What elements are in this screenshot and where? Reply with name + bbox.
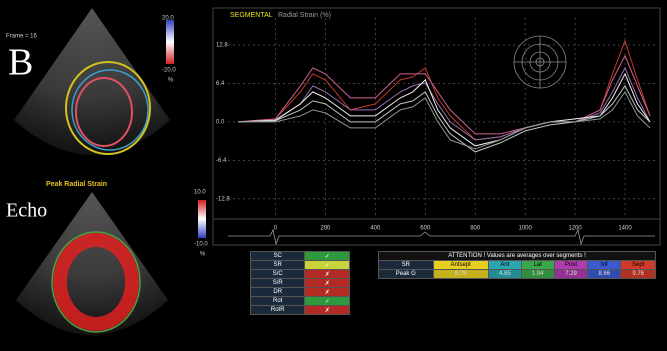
segment-value: 9.76 [621, 270, 656, 279]
parameter-row: Rot✓ [251, 297, 350, 306]
x-tick-label: 1400 [618, 226, 632, 232]
parameter-row: SR✓ [251, 261, 350, 270]
parameter-row: S/R✗ [251, 279, 350, 288]
note: ATTENTION ! Values are averages over seg… [379, 252, 656, 261]
y-tick-label: -12.8 [216, 196, 230, 202]
y-tick-label: -6.4 [216, 158, 227, 164]
parameter-label: RotR [251, 306, 305, 315]
parameter-label: SC [251, 252, 305, 261]
parameter-status: ✗ [305, 288, 350, 297]
parameter-row: S/C✗ [251, 270, 350, 279]
parameter-status: ✗ [305, 306, 350, 315]
scale-unit: % [200, 252, 206, 258]
color-bar [166, 20, 174, 64]
segment-name: Ant [488, 261, 521, 270]
scale-min: -10.0 [194, 242, 208, 248]
parameter-row: DR✗ [251, 288, 350, 297]
scale-min: -20.0 [162, 68, 176, 74]
panel-letter: B [8, 42, 33, 84]
bullseye-icon [514, 36, 566, 88]
x-tick-label: 800 [470, 226, 481, 232]
y-tick-label: 6.4 [216, 81, 225, 87]
note-row: ATTENTION ! Values are averages over seg… [379, 252, 656, 261]
frame-label: Frame = 16 [6, 34, 38, 40]
y-tick-label: 12.8 [216, 43, 228, 49]
parameter-table: SC✓SR✓S/C✗S/R✗DR✗Rot✓RotR✗ [250, 251, 350, 315]
segment-value: 8.66 [588, 270, 621, 279]
parameter-status: ✗ [305, 279, 350, 288]
scale-max: 10.0 [194, 190, 206, 196]
segment-name: Post [554, 261, 588, 270]
x-tick-label: 600 [420, 226, 431, 232]
chart-frame [213, 8, 660, 245]
panel-title: Peak Radial Strain [46, 181, 107, 188]
parameter-label: S/R [251, 279, 305, 288]
parameter-label: Rot [251, 297, 305, 306]
row-label: Peak G [379, 270, 434, 279]
x-tick-label: 1200 [568, 226, 582, 232]
scale-max: 20.0 [162, 16, 174, 22]
x-tick-label: 1000 [518, 226, 532, 232]
parameter-label: S/C [251, 270, 305, 279]
panel-letter: Echo [6, 200, 47, 222]
segment-name: Inf [588, 261, 621, 270]
x-tick-label: 200 [320, 226, 331, 232]
segment-value: 1.94 [521, 270, 554, 279]
parameter-label: SR [251, 261, 305, 270]
segment-value: 7.29 [554, 270, 588, 279]
row-label: SR [379, 261, 434, 270]
parameter-status: ✗ [305, 270, 350, 279]
segment-value: 4.85 [488, 270, 521, 279]
chart-title: SEGMENTAL [230, 12, 273, 19]
x-tick-label: 400 [370, 226, 381, 232]
parameter-row: RotR✗ [251, 306, 350, 315]
segment-value: 8.79 [433, 270, 488, 279]
parameter-label: DR [251, 288, 305, 297]
segment-name: Lat [521, 261, 554, 270]
segment-name: Antsept [433, 261, 488, 270]
parameter-row: SC✓ [251, 252, 350, 261]
y-tick-label: 0.0 [216, 119, 225, 125]
parameter-status: ✓ [305, 252, 350, 261]
chart-subtitle: Radial Strain (%) [278, 12, 331, 19]
average-table: ATTENTION ! Values are averages over seg… [378, 251, 656, 279]
parameter-status: ✓ [305, 297, 350, 306]
page: Frame = 16 B 20.0 -20.0 % Peak Radial St… [0, 0, 667, 351]
segment-name: Sept [621, 261, 656, 270]
color-bar [198, 200, 206, 238]
parameter-status: ✓ [305, 261, 350, 270]
scale-unit: % [168, 78, 174, 84]
